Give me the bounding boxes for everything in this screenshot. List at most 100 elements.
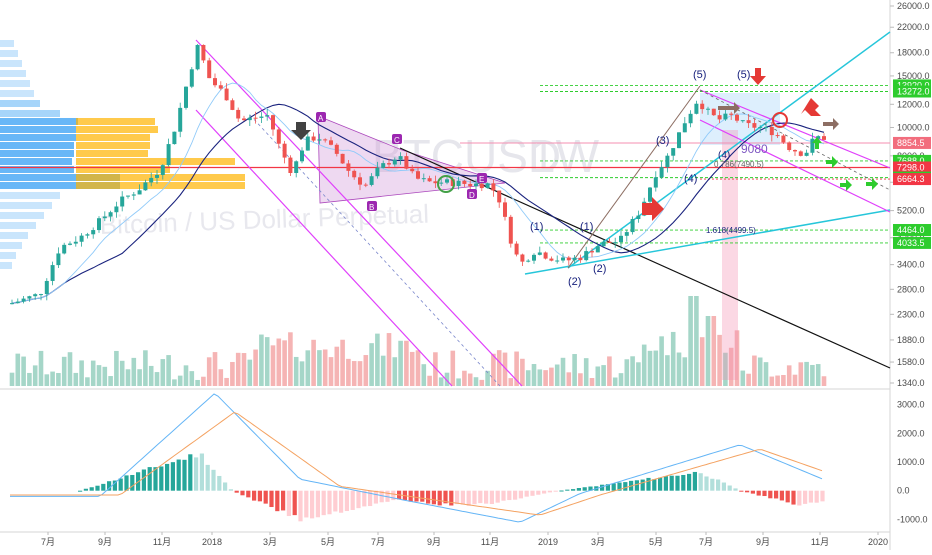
- macd-histogram-bar: [350, 490, 355, 510]
- volume-bar: [235, 352, 241, 386]
- power-icon: [772, 112, 788, 128]
- profile-bar: [0, 242, 22, 249]
- macd-histogram-bar: [745, 490, 750, 493]
- macd-histogram-bar: [257, 490, 262, 502]
- macd-histogram-bar: [333, 490, 338, 512]
- candle-body: [381, 163, 386, 168]
- volume-bar: [525, 370, 531, 386]
- macd-histogram-bar: [785, 490, 790, 503]
- candle-body: [555, 260, 560, 262]
- macd-histogram-bar: [368, 490, 373, 507]
- macd-histogram-bar: [565, 489, 570, 491]
- watermark-interval: 1W: [530, 130, 600, 182]
- macd-tick-label: -1000.0: [897, 514, 928, 524]
- candle-body: [114, 206, 119, 213]
- volume-bar: [212, 352, 218, 386]
- macd-histogram-bar: [252, 490, 257, 501]
- volume-bar: [694, 296, 699, 386]
- price-tick-label: 22000.0: [897, 22, 930, 32]
- volume-bar: [143, 350, 148, 386]
- volume-bar: [189, 371, 195, 386]
- volume-bar: [433, 352, 438, 386]
- wave-label-4: (4): [684, 173, 697, 185]
- macd-histogram-bar: [147, 467, 152, 491]
- macd-histogram-bar: [576, 488, 581, 491]
- volume-bar: [311, 339, 316, 386]
- pattern-point-c-bg: [392, 134, 402, 144]
- macd-histogram-bar: [600, 484, 605, 491]
- pattern-point-b-bg: [367, 201, 377, 211]
- volume-bar: [717, 334, 722, 386]
- profile-bar: [0, 262, 12, 269]
- candle-body: [91, 230, 96, 235]
- price-tick-label: 3400.0: [897, 260, 925, 270]
- volume-bar: [357, 361, 363, 386]
- macd-histogram-bar: [774, 490, 779, 499]
- profile-bar: [0, 174, 120, 181]
- profile-bar: [0, 118, 78, 125]
- wave-label-4-small: (4): [718, 150, 730, 161]
- volume-bar: [369, 343, 374, 386]
- candle-body: [329, 140, 333, 145]
- profile-bar: [0, 232, 28, 239]
- profile-bar: [0, 40, 14, 47]
- volume-bar: [421, 364, 427, 386]
- candle-body: [566, 257, 571, 261]
- candle-body: [526, 260, 531, 262]
- wave-label-2-first: (2): [568, 276, 581, 288]
- macd-histogram-bar: [623, 482, 628, 491]
- volume-bar: [554, 364, 560, 386]
- macd-histogram-bar: [652, 479, 657, 491]
- volume-bar: [340, 339, 345, 386]
- volume-bar: [804, 361, 809, 386]
- candle-body: [532, 254, 536, 261]
- price-tag-label: 13920.0: [897, 80, 930, 90]
- candle-body: [120, 196, 125, 207]
- volume-bar: [351, 361, 357, 386]
- macd-histogram-bar: [460, 490, 465, 505]
- volume-bar: [44, 374, 50, 386]
- profile-bar: [0, 192, 60, 199]
- volume-bar: [473, 377, 479, 386]
- candle-body: [15, 301, 20, 304]
- candle-body: [410, 168, 415, 172]
- candle-body: [590, 251, 594, 253]
- macd-histogram-bar: [501, 490, 506, 501]
- macd-histogram-bar: [756, 490, 761, 496]
- candle-body: [73, 241, 78, 244]
- macd-histogram-bar: [223, 482, 228, 491]
- green-up-arrow-icon: [812, 137, 822, 149]
- volume-bar: [496, 350, 502, 386]
- volume-bar: [386, 333, 392, 386]
- macd-histogram-bar: [466, 490, 471, 506]
- candle-body: [178, 107, 183, 132]
- candle-body: [387, 163, 391, 165]
- candle-body: [166, 144, 171, 166]
- volume-bar: [508, 378, 514, 386]
- candle-body: [317, 139, 322, 141]
- candles: [10, 44, 826, 305]
- volume-bar: [160, 359, 166, 386]
- candle-body: [694, 103, 699, 114]
- profile-bar-sell: [76, 134, 150, 141]
- profile-bar: [0, 90, 34, 97]
- time-axis[interactable]: 7月 9月 11月 2018 3月 5月 7月 9月 11月 2019 3月 5月 7月 9月 11月 202…: [41, 532, 888, 547]
- profile-bar: [0, 80, 30, 87]
- price-tag-bg: [893, 173, 931, 186]
- macd-histogram-bar: [803, 490, 808, 504]
- volume-bar: [705, 316, 711, 386]
- candle-body: [543, 252, 548, 259]
- candle-body: [358, 177, 362, 185]
- profile-bar-sell: [76, 126, 158, 133]
- macd-axis[interactable]: 3000.0 2000.0 1000.0 0.0 -1000.0: [897, 400, 928, 525]
- down-channel-upper: [699, 89, 891, 169]
- volume-bar: [154, 372, 160, 386]
- volume-bar: [114, 350, 119, 386]
- candle-body: [677, 132, 681, 149]
- macd-histogram-bar: [101, 483, 106, 491]
- volume-bar: [15, 353, 21, 386]
- volume-bar: [479, 379, 485, 386]
- price-tick-label: 1340.0: [897, 378, 925, 388]
